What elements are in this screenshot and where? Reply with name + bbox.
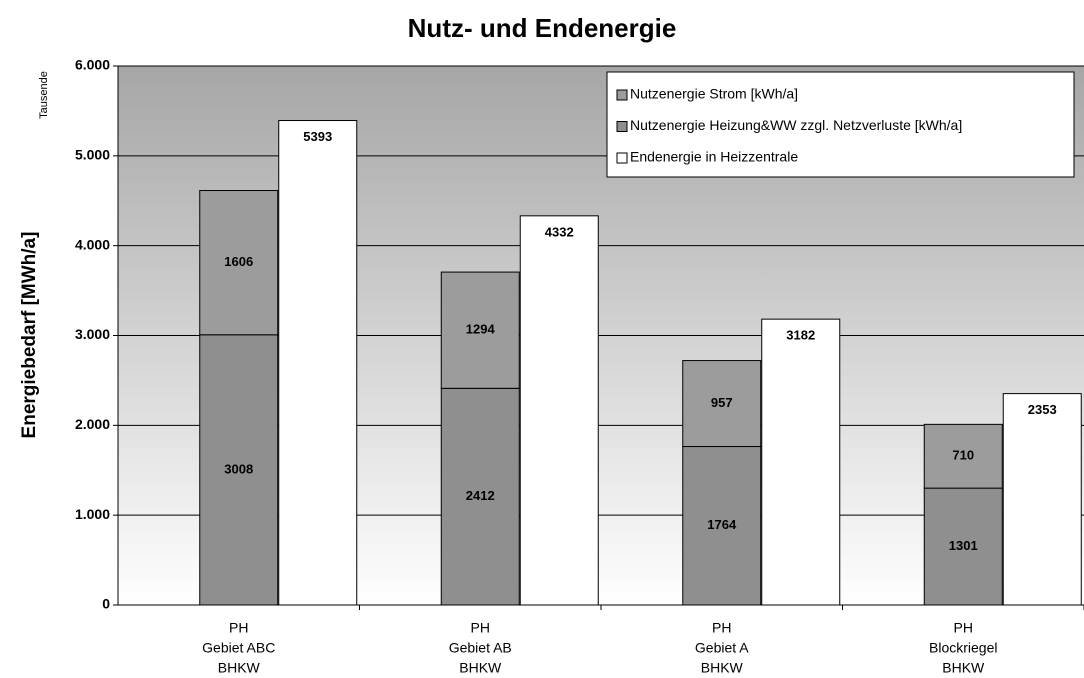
- bar: [199, 190, 279, 336]
- legend-swatch: [616, 152, 628, 164]
- y-tick-label: 1.000: [75, 506, 110, 522]
- bar: [923, 423, 1003, 489]
- value-label: 5393: [303, 129, 332, 144]
- value-label: 2412: [466, 488, 495, 503]
- y-tick-label: 2.000: [75, 416, 110, 432]
- value-label: 710: [952, 448, 974, 463]
- y-tick-label: 6.000: [75, 57, 110, 73]
- y-tick-label: 0: [102, 596, 110, 612]
- value-label: 3182: [786, 328, 815, 343]
- x-tick-label: PH: [229, 620, 248, 636]
- bar: [440, 271, 520, 389]
- bar: [761, 318, 841, 606]
- x-tick-label: Blockriegel: [929, 640, 997, 656]
- bar: [440, 387, 520, 606]
- bar: [519, 215, 599, 606]
- bar: [1002, 393, 1082, 606]
- legend-label: Nutzenergie Strom [kWh/a]: [630, 86, 798, 102]
- value-label: 1294: [466, 322, 496, 337]
- value-label: 2353: [1028, 402, 1057, 417]
- x-tick-label: BHKW: [218, 660, 261, 676]
- bar: [923, 487, 1003, 606]
- legend-swatch: [616, 121, 628, 132]
- value-label: 3008: [224, 461, 253, 476]
- bar: [682, 446, 762, 606]
- legend-swatch: [616, 89, 628, 101]
- value-label: 1606: [224, 254, 253, 269]
- x-tick-label: BHKW: [942, 660, 985, 676]
- legend-label: Nutzenergie Heizung&WW zzgl. Netzverlust…: [630, 117, 962, 133]
- value-label: 1764: [707, 517, 737, 532]
- value-label: 1301: [949, 538, 978, 553]
- x-tick-label: Gebiet A: [695, 640, 749, 656]
- x-tick-label: Gebiet AB: [449, 640, 512, 656]
- chart-title: Nutz- und Endenergie: [408, 13, 677, 43]
- x-tick-label: PH: [471, 620, 490, 636]
- y-unit-note: Tausende: [38, 71, 50, 119]
- y-axis-label: Energiebedarf [MWh/a]: [19, 232, 40, 439]
- x-tick-label: BHKW: [701, 660, 744, 676]
- value-label: 957: [711, 395, 733, 410]
- legend: Nutzenergie Strom [kWh/a] Nutzenergie Hei…: [606, 71, 1075, 178]
- bar: [278, 120, 358, 606]
- value-label: 4332: [545, 224, 574, 239]
- legend-label: Endenergie in Heizzentrale: [630, 149, 798, 165]
- x-tick-label: BHKW: [459, 660, 502, 676]
- x-tick-label: PH: [954, 620, 973, 636]
- x-tick-label: PH: [712, 620, 731, 636]
- y-tick-label: 4.000: [75, 236, 110, 252]
- y-tick-label: 5.000: [75, 147, 110, 163]
- y-tick-label: 3.000: [75, 326, 110, 342]
- legend-box: [606, 71, 1075, 178]
- bar: [682, 360, 762, 448]
- x-tick-label: Gebiet ABC: [202, 640, 275, 656]
